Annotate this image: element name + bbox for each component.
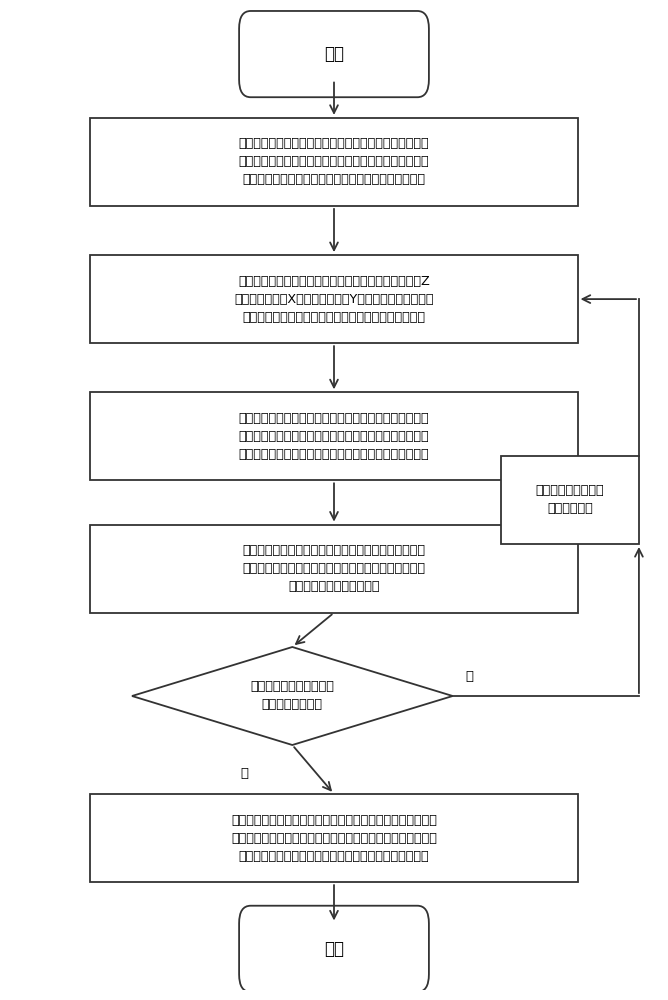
Text: 选取大行程三维工作台运动行程内某个区域，作为首个被
标定局部区域；利用带均匀栅格刻线的立方体玻璃块做辅
助测量装置，将其固定于三维工作台上，作为起始位姿: 选取大行程三维工作台运动行程内某个区域，作为首个被 标定局部区域；利用带均匀栅格… [238, 137, 430, 186]
Text: 根据三维自标定原理，分别在光学玻璃块起始位姿，绕Z
轴旋转位姿，绕X轴旋转位姿和沿Y轴平移位姿下，利用位
置传感器读取相应位姿下每个刻线交点对应位置的坐标: 根据三维自标定原理，分别在光学玻璃块起始位姿，绕Z 轴旋转位姿，绕X轴旋转位姿和… [234, 275, 434, 324]
Text: 寻找与已标定区域相
邻的下一区域: 寻找与已标定区域相 邻的下一区域 [536, 485, 605, 516]
Text: 针对上述四种位姿的测量数据，构造含对称性、传递性的
测量系统误差方程，结合自标定原理，解出系统误差，完
成局部区域内精密三维工作台测量系统误差的在位自标定: 针对上述四种位姿的测量数据，构造含对称性、传递性的 测量系统误差方程，结合自标定… [238, 412, 430, 461]
FancyBboxPatch shape [239, 11, 429, 97]
Text: 结束: 结束 [324, 940, 344, 958]
Text: 开始: 开始 [324, 45, 344, 63]
Bar [90, 118, 578, 206]
Bar [90, 255, 578, 343]
Polygon shape [132, 647, 453, 745]
Text: 是否获得所有局部坐标系
的标定坐标系网格: 是否获得所有局部坐标系 的标定坐标系网格 [250, 680, 334, 712]
Text: 利用获得的系统误差，对相应区域做系统误差补偿，获
得标定坐标系的离散点坐标；针对该离散点坐标进行线
性拟合得到标定坐标系网格: 利用获得的系统误差，对相应区域做系统误差补偿，获 得标定坐标系的离散点坐标；针对… [242, 544, 426, 593]
Bar [90, 524, 578, 613]
Text: 否: 否 [466, 670, 474, 683]
Text: 按照一定的顺序，利用空间坐标系变换原理，分别对相邻两区
域的标定坐标系进行坐标系转换，获得整个区域内统一的标定
坐标系，从而完成三维大行程精密工作台测量系统自标: 按照一定的顺序，利用空间坐标系变换原理，分别对相邻两区 域的标定坐标系进行坐标系… [231, 814, 437, 863]
Bar [501, 456, 639, 544]
FancyBboxPatch shape [239, 906, 429, 992]
Bar [90, 392, 578, 480]
Bar [90, 794, 578, 882]
Text: 是: 是 [240, 767, 248, 780]
